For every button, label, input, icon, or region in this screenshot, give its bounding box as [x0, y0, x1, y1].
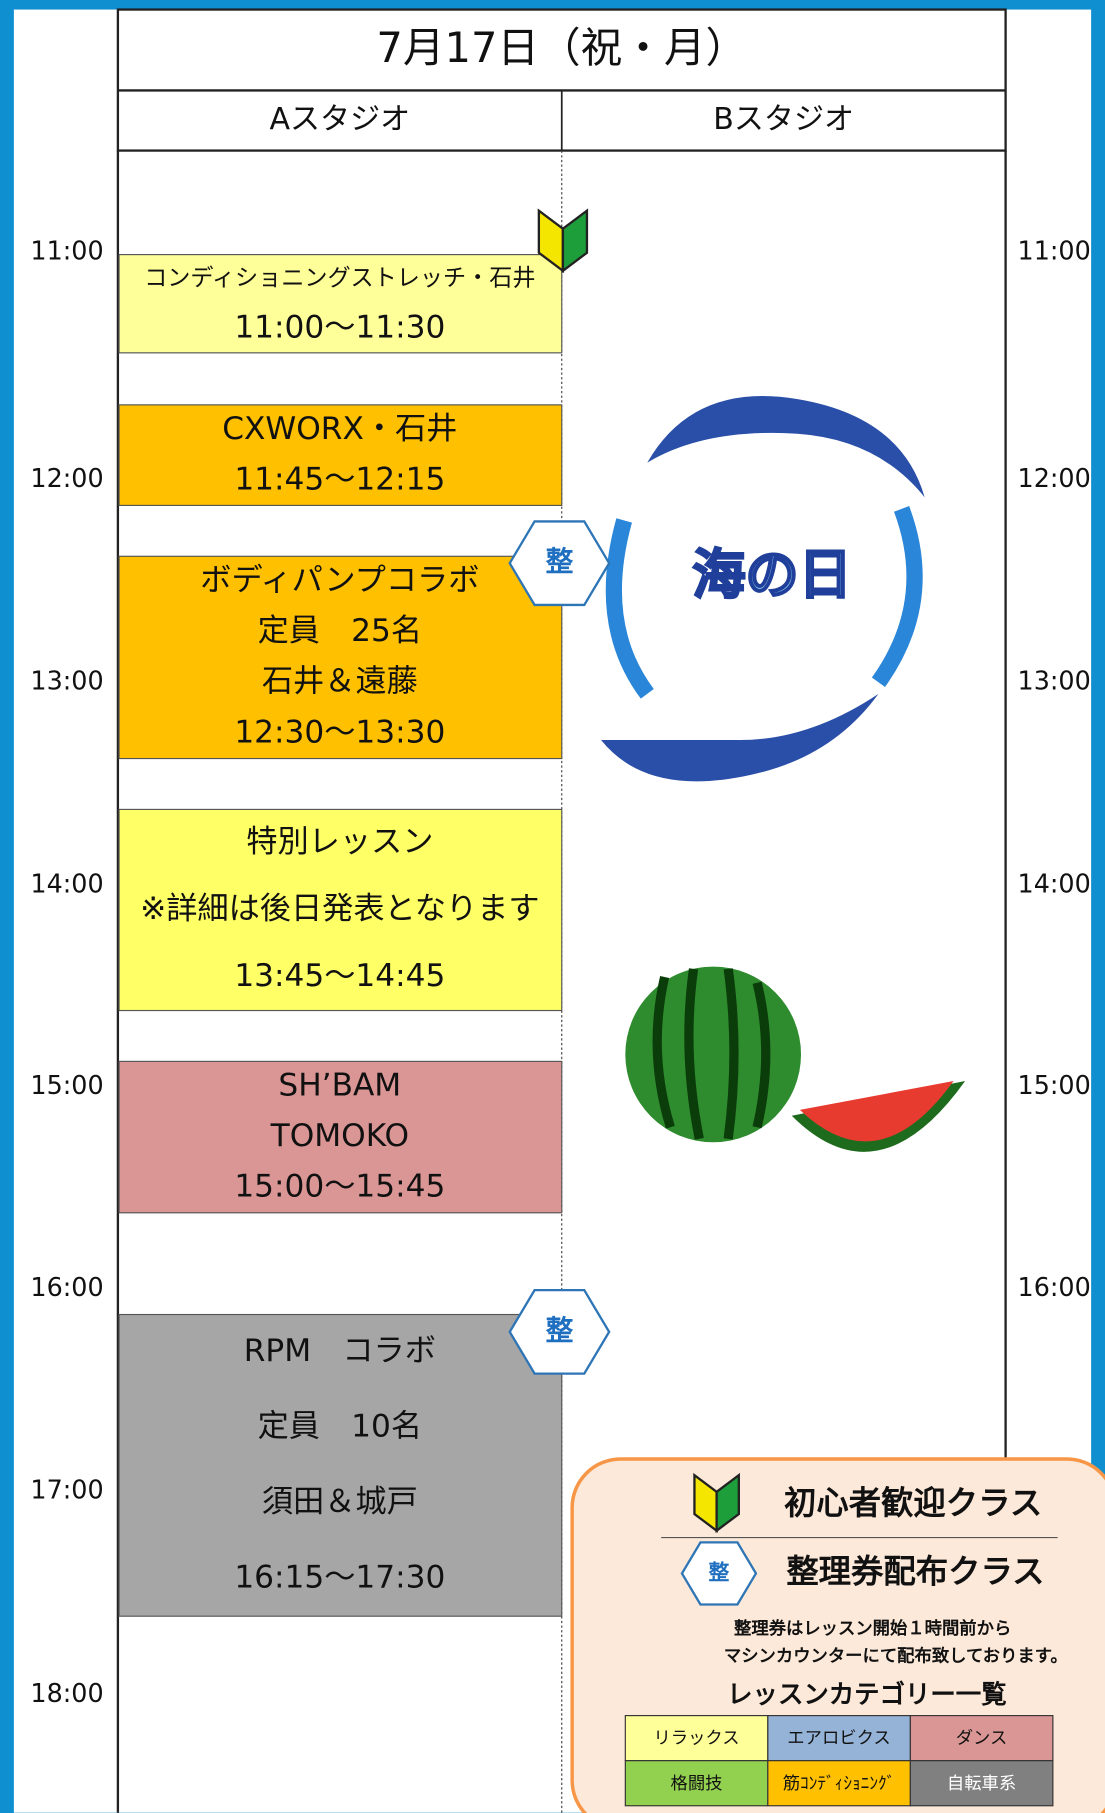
time-left: 17:00 — [30, 1474, 103, 1504]
lesson-block — [118, 555, 563, 760]
beginner-mark — [561, 208, 589, 274]
layout: 11:00 11:00 12:00 12:00 13:00 13:00 14:00 14:00… — [30, 235, 1090, 1708]
watermelon — [625, 966, 966, 1152]
lesson-block — [118, 1060, 563, 1214]
category-cell — [624, 1760, 769, 1807]
time-left: 18:00 — [30, 1678, 103, 1708]
lesson-line: CXWORX・石井 — [222, 411, 457, 447]
category-cell — [767, 1760, 911, 1807]
category-label: リラックス — [653, 1729, 739, 1749]
category-cell — [909, 1715, 1054, 1762]
lesson-line: 須田＆城戸 — [262, 1484, 418, 1520]
badge-text: 整 — [546, 545, 574, 578]
sea-day-logo: 海の日 — [601, 396, 925, 782]
time-right: 12:00 — [1018, 463, 1091, 493]
studio-b: Bスタジオ — [713, 102, 854, 137]
time-left: 15:00 — [30, 1070, 103, 1100]
time-right: 13:00 — [1018, 665, 1091, 695]
time-left: 11:00 — [30, 235, 103, 265]
logo-text: 海の日 — [692, 544, 851, 606]
note-line: 整理券はレッスン開始１時間前から — [734, 1618, 1011, 1639]
lesson-line: 石井＆遠藤 — [262, 664, 418, 700]
lesson-line: 11:00～11:30 — [234, 309, 445, 345]
category-label: 自転車系 — [947, 1774, 1016, 1794]
studio-a: Aスタジオ — [269, 102, 410, 137]
lesson-line: ボディパンプコラボ — [200, 563, 479, 599]
ticket-label: 整理券配布クラス — [786, 1552, 1044, 1590]
beginner-mark — [715, 1472, 740, 1533]
lesson-line: 15:00～15:45 — [234, 1169, 445, 1205]
category-label: エアロビクス — [787, 1729, 890, 1749]
lesson-line: 定員 25名 — [258, 613, 422, 649]
time-right: 14:00 — [1018, 869, 1091, 899]
lesson-line: RPM コラボ — [244, 1333, 436, 1369]
category-label: 筋ｺﾝﾃﾞｨｼｮﾆﾝｸﾞ — [783, 1774, 896, 1794]
lesson-block — [118, 1313, 563, 1617]
lesson-line: コンディショニングストレッチ・石井 — [144, 266, 535, 292]
time-right: 16:00 — [1018, 1272, 1091, 1302]
category-title: レッスンカテゴリー一覧 — [727, 1679, 1006, 1709]
lesson-line: 12:30～13:30 — [234, 714, 445, 750]
lesson-line: 16:15～17:30 — [234, 1559, 445, 1595]
category-cell — [767, 1715, 911, 1762]
time-left: 16:00 — [30, 1272, 103, 1302]
lesson-line: 13:45～14:45 — [234, 958, 445, 994]
badge-text: 整 — [708, 1560, 730, 1584]
lesson-line: 定員 10名 — [258, 1409, 422, 1445]
time-right: 11:00 — [1018, 235, 1091, 265]
lesson-block — [118, 808, 563, 1012]
lesson-line: 11:45～12:15 — [234, 461, 445, 497]
time-left: 12:00 — [30, 463, 103, 493]
category-label: 格闘技 — [671, 1774, 723, 1794]
note-line: マシンカウンターにて配布致しております。 — [724, 1646, 1068, 1667]
badge-text: 整 — [546, 1314, 574, 1347]
category-label: ダンス — [956, 1729, 1008, 1749]
time-right: 15:00 — [1018, 1070, 1091, 1100]
lesson-line: ※詳細は後日発表となります — [140, 891, 539, 927]
beginner-label: 初心者歓迎クラス — [784, 1484, 1042, 1522]
lesson-block — [118, 254, 563, 354]
ticket-badge — [508, 520, 611, 607]
date-title: 7月17日（祝・月） — [376, 23, 747, 72]
lesson-line: SH’BAM — [278, 1068, 401, 1104]
time-left: 13:00 — [30, 665, 103, 695]
category-cell — [624, 1715, 769, 1762]
time-left: 14:00 — [30, 869, 103, 899]
lesson-line: TOMOKO — [270, 1118, 409, 1154]
lesson-block — [118, 404, 563, 506]
category-cell — [909, 1760, 1054, 1807]
ticket-badge — [508, 1288, 611, 1375]
lesson-line: 特別レッスン — [246, 824, 433, 860]
ticket-badge — [680, 1541, 758, 1606]
